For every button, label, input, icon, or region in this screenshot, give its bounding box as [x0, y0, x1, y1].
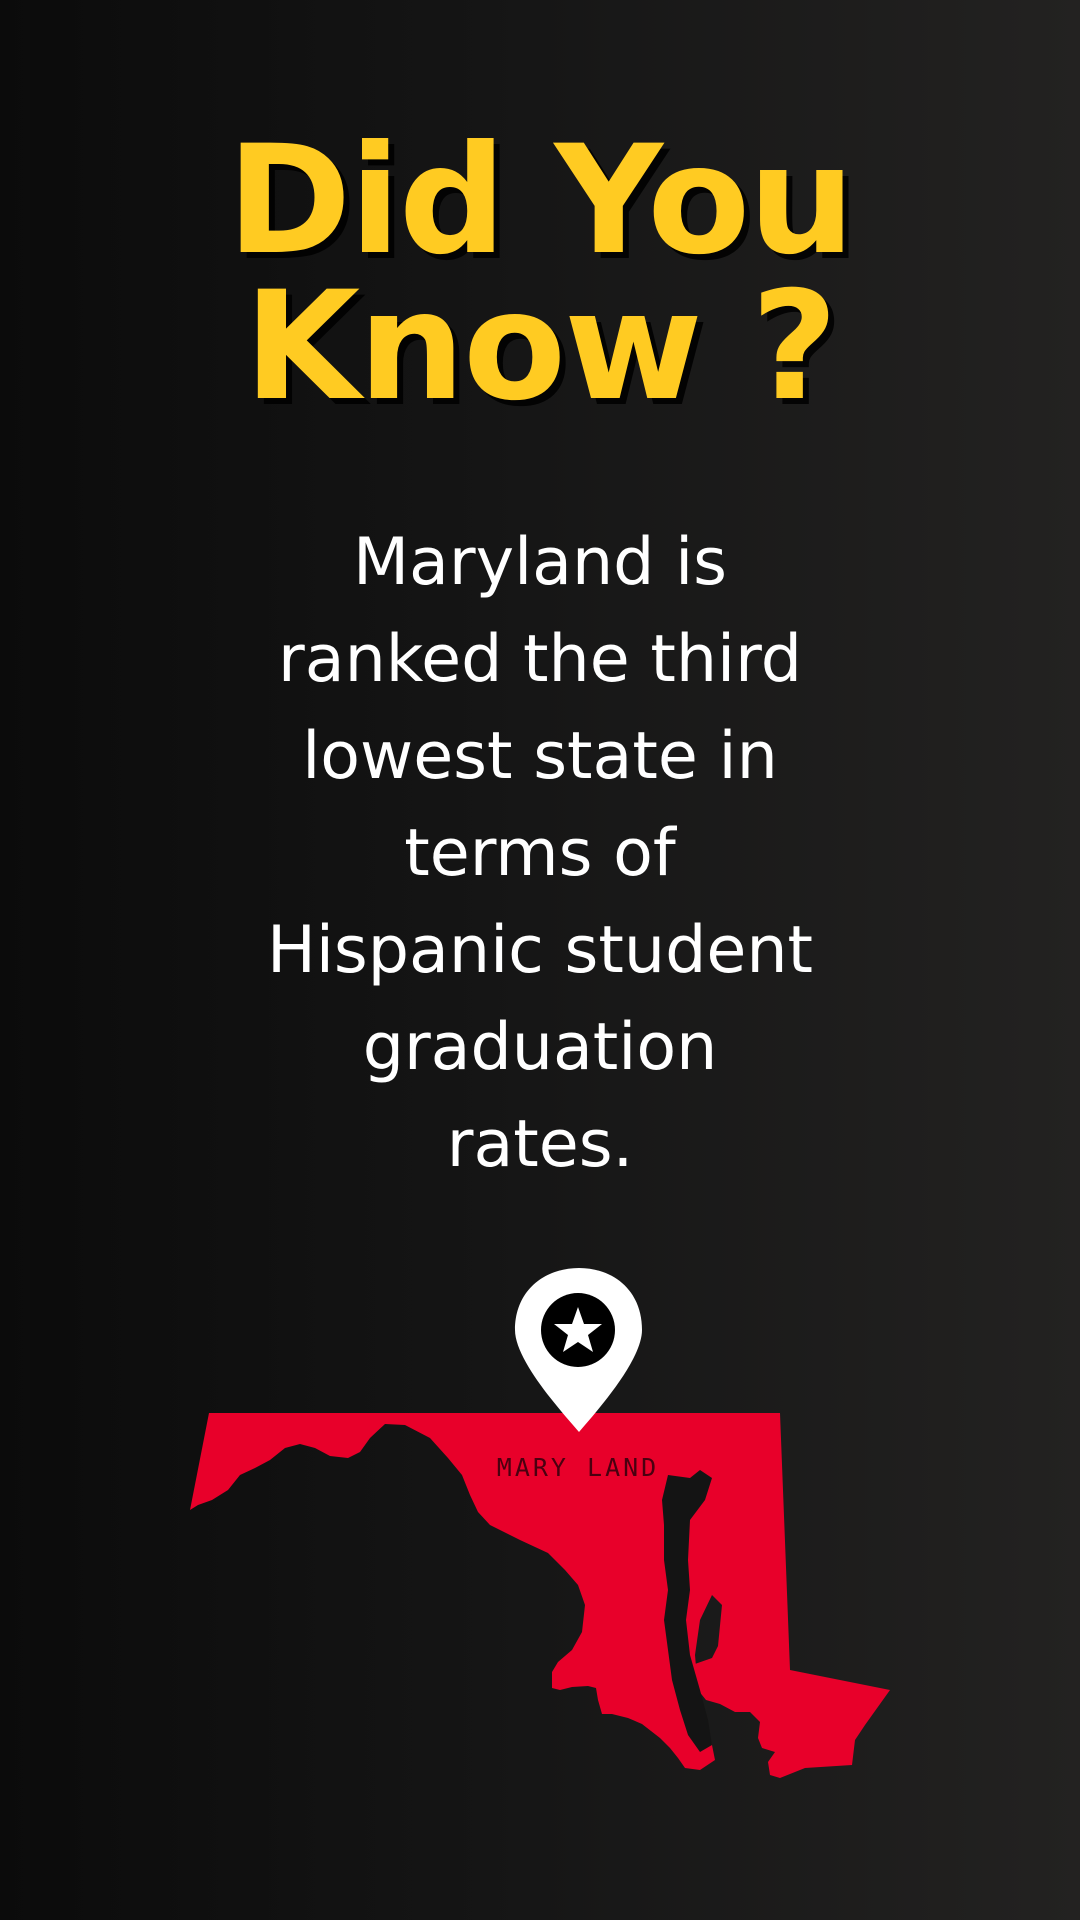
maryland-state-shape	[190, 1413, 890, 1778]
chesapeake-bay-shape	[662, 1470, 712, 1752]
headline-line-2: Know ?	[244, 260, 838, 434]
fact-line: rates.	[446, 1107, 634, 1182]
headline-line-1: Did You	[226, 114, 855, 288]
fact-line: Hispanic student	[266, 913, 814, 988]
fact-text: Maryland is ranked the third lowest stat…	[190, 514, 890, 1193]
fact-line: graduation	[362, 1010, 718, 1085]
fact-line: Maryland is	[352, 525, 728, 600]
maryland-map: MARY LAND	[0, 1260, 1080, 1800]
headline: Did You Know ?	[0, 114, 1080, 434]
maryland-map-graphic: MARY LAND	[190, 1268, 890, 1778]
fact-line: ranked the third	[278, 622, 802, 697]
fact-line: terms of	[404, 816, 676, 891]
fact-line: lowest state in	[302, 719, 778, 794]
state-label: MARY LAND	[497, 1453, 659, 1482]
map-pin-star-icon	[515, 1268, 642, 1432]
